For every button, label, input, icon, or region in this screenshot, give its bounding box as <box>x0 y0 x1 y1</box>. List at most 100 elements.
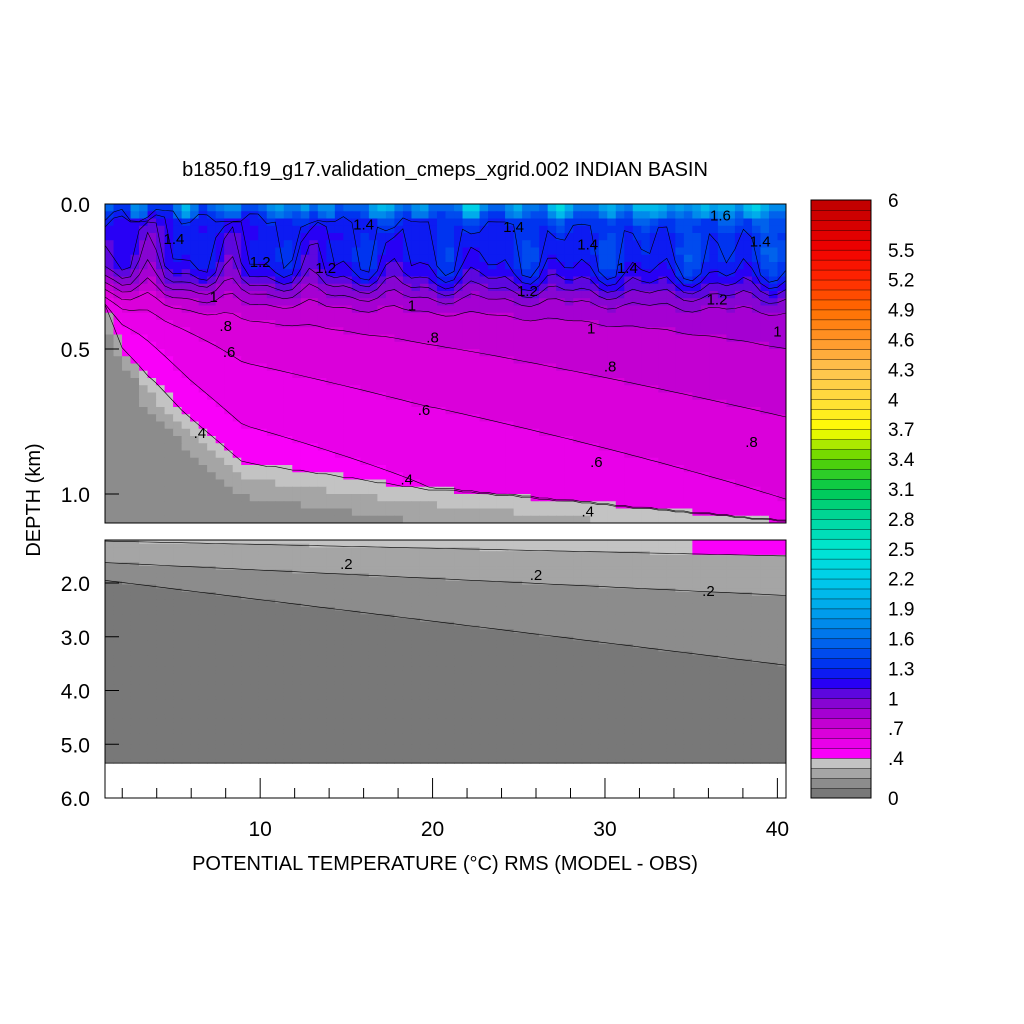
upper-cell <box>436 472 447 481</box>
lower-cell <box>632 551 642 556</box>
upper-cell <box>479 370 489 379</box>
upper-cell <box>632 378 642 386</box>
upper-cell <box>224 305 234 314</box>
lower-cell <box>624 562 634 567</box>
upper-cell <box>326 385 336 394</box>
lower-cell <box>419 554 430 560</box>
upper-cell <box>522 450 532 459</box>
upper-cell <box>419 262 430 270</box>
upper-cell <box>513 392 523 401</box>
upper-cell <box>122 247 132 256</box>
upper-cell <box>113 218 123 227</box>
upper-cell <box>581 305 591 314</box>
lower-cell <box>309 566 319 571</box>
lower-cell <box>241 580 251 586</box>
upper-cell <box>309 515 319 523</box>
upper-cell <box>283 341 293 350</box>
upper-cell <box>777 414 786 423</box>
upper-cell <box>156 378 166 386</box>
upper-cell <box>607 363 617 372</box>
lower-cell <box>556 580 566 586</box>
upper-cell <box>105 501 115 510</box>
upper-cell <box>283 479 293 488</box>
lower-cell <box>283 543 293 549</box>
lower-cell <box>683 554 693 560</box>
upper-cell <box>700 414 710 423</box>
upper-cell <box>666 356 676 365</box>
upper-cell <box>351 436 361 444</box>
upper-cell <box>556 298 566 307</box>
upper-cell <box>368 211 378 220</box>
upper-cell <box>734 247 745 256</box>
lower-cell <box>683 595 693 601</box>
upper-cell <box>360 233 370 241</box>
lower-cell <box>258 554 268 560</box>
upper-cell <box>734 515 745 523</box>
y-tick-label: 0.0 <box>61 194 90 217</box>
upper-cell <box>428 320 438 328</box>
upper-cell <box>258 370 268 379</box>
upper-cell <box>164 204 174 212</box>
upper-cell <box>598 363 608 372</box>
lower-cell <box>530 558 540 563</box>
upper-cell <box>777 363 786 372</box>
upper-cell <box>113 414 123 423</box>
upper-cell <box>326 472 336 481</box>
upper-cell <box>700 370 710 379</box>
upper-cell <box>292 421 302 430</box>
upper-cell <box>734 218 745 227</box>
upper-cell <box>658 305 668 314</box>
upper-cell <box>139 218 149 227</box>
lower-cell <box>530 547 540 552</box>
upper-cell <box>700 457 710 466</box>
upper-cell <box>462 233 472 241</box>
upper-cell <box>428 486 438 495</box>
lower-cell <box>173 588 183 593</box>
upper-cell <box>360 494 370 502</box>
lower-cell <box>556 543 566 549</box>
lower-cell <box>198 584 208 589</box>
upper-cell <box>181 334 191 343</box>
upper-cell <box>751 204 762 212</box>
upper-cell <box>479 436 489 444</box>
upper-cell <box>743 254 753 263</box>
upper-cell <box>709 247 719 256</box>
lower-cell <box>496 573 506 578</box>
lower-cell <box>283 588 293 593</box>
upper-cell <box>326 334 336 343</box>
upper-cell <box>649 414 659 423</box>
upper-cell <box>249 211 259 220</box>
upper-cell <box>224 283 234 292</box>
upper-cell <box>751 334 762 343</box>
upper-cell <box>402 465 413 473</box>
lower-cell <box>292 595 302 601</box>
upper-cell <box>615 211 625 220</box>
upper-cell <box>573 327 583 336</box>
lower-cell <box>590 603 600 608</box>
upper-cell <box>641 457 651 466</box>
upper-cell <box>428 356 438 365</box>
upper-cell <box>445 457 455 466</box>
upper-cell <box>624 254 634 263</box>
lower-cell <box>709 562 719 567</box>
upper-cell <box>326 349 336 357</box>
upper-cell <box>266 407 276 415</box>
upper-cell <box>743 457 753 466</box>
upper-cell <box>777 291 786 299</box>
upper-cell <box>641 218 651 227</box>
upper-cell <box>462 457 472 466</box>
lower-cell <box>292 584 302 589</box>
lower-cell <box>394 569 404 575</box>
upper-cell <box>436 283 447 292</box>
upper-cell <box>292 363 302 372</box>
upper-cell <box>743 385 753 394</box>
upper-cell <box>275 349 285 357</box>
lower-cell <box>190 562 200 567</box>
lower-cell <box>232 584 242 589</box>
upper-cell <box>147 385 157 394</box>
lower-cell <box>266 540 276 545</box>
upper-cell <box>683 349 693 357</box>
upper-cell <box>360 204 370 212</box>
upper-cell <box>513 479 523 488</box>
lower-cell <box>139 566 149 571</box>
